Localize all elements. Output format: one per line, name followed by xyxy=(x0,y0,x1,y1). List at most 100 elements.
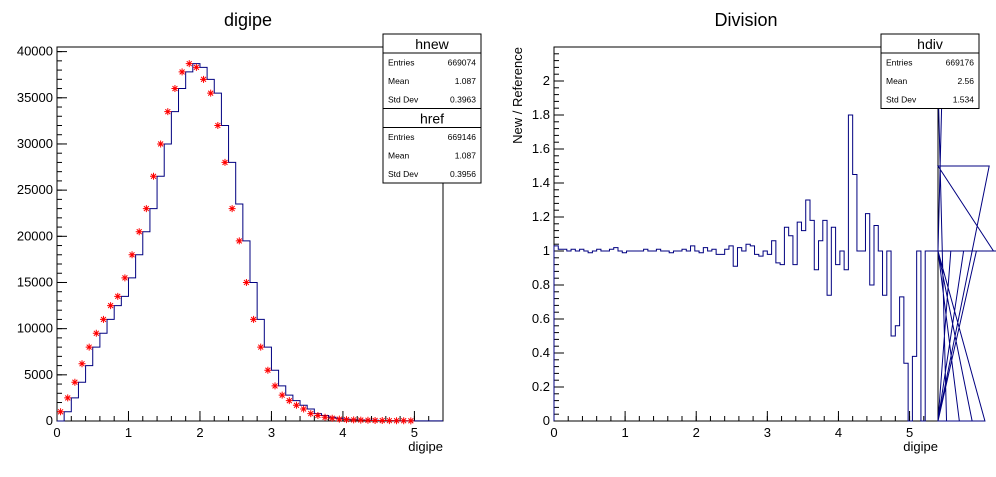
series-href-marker xyxy=(114,292,122,300)
y-axis-title: New / Reference xyxy=(510,47,525,144)
stats-row-label: Entries xyxy=(388,58,414,68)
star-marker-icon xyxy=(235,237,243,245)
series-href-marker xyxy=(393,417,401,425)
series-href-marker xyxy=(343,416,350,424)
stats-row-value: 0.3956 xyxy=(450,169,476,179)
series-href-marker xyxy=(192,63,200,71)
plot-frame xyxy=(56,46,444,422)
series-href-marker xyxy=(385,417,393,425)
star-marker-icon xyxy=(364,416,372,424)
star-marker-icon xyxy=(343,416,350,424)
y-tick-label: 30000 xyxy=(17,136,53,151)
series-href-marker xyxy=(71,378,79,386)
digipe-histogram-chart: digipe 0 1 2 3 4 5 0 5000 10000 15000 20000 25000 300… xyxy=(17,10,482,454)
y-tick-label: 0.6 xyxy=(532,311,550,326)
chart-title: Division xyxy=(714,10,777,30)
series-href-marker xyxy=(407,417,415,425)
series-href-marker xyxy=(364,416,372,424)
series-href-marker xyxy=(214,121,222,129)
stats-row-value: 669146 xyxy=(448,132,477,142)
star-marker-icon xyxy=(200,75,208,83)
series-href-marker xyxy=(207,89,215,97)
star-marker-icon xyxy=(407,417,415,425)
series-href-marker xyxy=(300,405,308,413)
stats-box-title: href xyxy=(420,111,444,127)
stats-row-value: 1.087 xyxy=(455,151,477,161)
series-href-marker xyxy=(328,414,336,422)
series-href-marker xyxy=(257,343,265,351)
star-marker-icon xyxy=(400,417,408,425)
x-axis-title: digipe xyxy=(408,439,443,454)
series-href-marker xyxy=(157,140,165,148)
star-marker-icon xyxy=(192,63,200,71)
right-pad-division: Division 0 1 2 3 4 5 0 0.2 0.4 0.6 0.8 1 1.2 1.4 1.6 1.8… xyxy=(498,0,996,472)
x-axis-title: digipe xyxy=(903,439,938,454)
x-tick-label: 5 xyxy=(906,425,913,440)
series-href-marker xyxy=(242,278,250,286)
stats-box-hdiv xyxy=(880,33,980,109)
star-marker-icon xyxy=(214,121,222,129)
series-href-marker xyxy=(314,411,322,419)
y-tick-label: 40000 xyxy=(17,44,53,59)
star-marker-icon xyxy=(128,251,136,259)
series-href-marker xyxy=(85,343,93,351)
series-href-marker xyxy=(64,394,72,402)
y-tick-label: 10000 xyxy=(17,321,53,336)
series-href-marker xyxy=(178,68,186,76)
star-marker-icon xyxy=(335,415,343,423)
star-marker-icon xyxy=(171,85,179,93)
star-marker-icon xyxy=(135,228,143,236)
series-href-marker xyxy=(400,417,408,425)
y-tick-label: 1 xyxy=(543,243,550,258)
x-tick-label: 4 xyxy=(835,425,842,440)
series-href-marker xyxy=(135,228,143,236)
stats-box-title: hdiv xyxy=(917,36,943,52)
y-tick-label: 1.8 xyxy=(532,107,550,122)
series-href-marker xyxy=(128,251,136,259)
star-marker-icon xyxy=(250,315,258,323)
star-marker-icon xyxy=(185,60,193,68)
x-tick-label: 5 xyxy=(411,425,418,440)
x-tick-label: 3 xyxy=(764,425,771,440)
stats-row-label: Mean xyxy=(388,76,410,86)
series-href-marker xyxy=(171,85,179,93)
star-marker-icon xyxy=(292,401,300,409)
series-href-marker xyxy=(350,416,358,424)
y-tick-label: 1.2 xyxy=(532,209,550,224)
y-tick-label: 0 xyxy=(46,413,53,428)
series-href-marker xyxy=(264,366,272,374)
x-tick-label: 1 xyxy=(621,425,628,440)
stats-row-value: 1.534 xyxy=(953,95,975,105)
star-marker-icon xyxy=(385,417,393,425)
star-marker-icon xyxy=(207,89,215,97)
x-tick-label: 0 xyxy=(550,425,557,440)
series-href-marker xyxy=(307,410,315,418)
series-href-marker xyxy=(99,315,107,323)
y-tick-label: 0 xyxy=(543,413,550,428)
star-marker-icon xyxy=(357,416,365,424)
series-hdiv-step-line xyxy=(553,80,996,422)
star-marker-icon xyxy=(92,329,100,337)
stats-row-label: Entries xyxy=(886,58,912,68)
series-href-marker xyxy=(292,401,300,409)
star-marker-icon xyxy=(328,414,336,422)
division-ratio-chart: Division 0 1 2 3 4 5 0 0.2 0.4 0.6 0.8 1 1.2 1.4 1.6 1.8… xyxy=(510,10,996,454)
x-tick-label: 2 xyxy=(693,425,700,440)
y-tick-label: 20000 xyxy=(17,228,53,243)
star-marker-icon xyxy=(85,343,93,351)
stats-row-value: 669074 xyxy=(448,58,477,68)
y-tick-label: 5000 xyxy=(24,367,53,382)
star-marker-icon xyxy=(271,382,279,390)
series-href-marker xyxy=(235,237,243,245)
star-marker-icon xyxy=(78,360,86,368)
series-href-marker xyxy=(278,391,286,399)
star-marker-icon xyxy=(242,278,250,286)
series-href-marker xyxy=(78,360,86,368)
star-marker-icon xyxy=(57,408,65,416)
stats-box-href xyxy=(382,108,482,184)
star-marker-icon xyxy=(264,366,272,374)
stats-row-value: 1.087 xyxy=(455,76,477,86)
star-marker-icon xyxy=(107,302,115,310)
stats-box-title: hnew xyxy=(415,36,449,52)
series-href-marker xyxy=(164,108,172,116)
